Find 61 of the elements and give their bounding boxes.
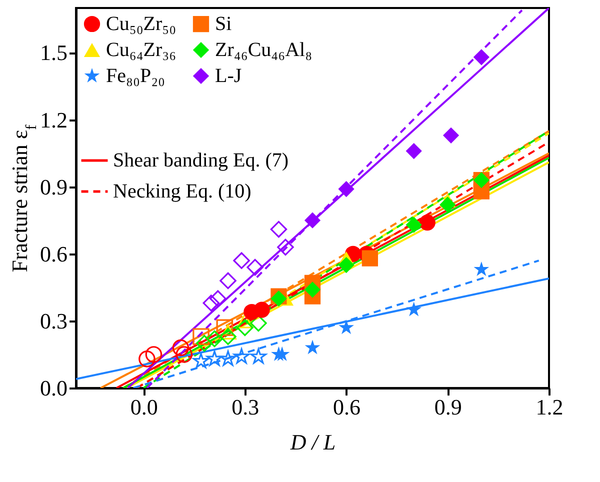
legend-label: Zr₄₆Cu₄₆Al₈ [215, 39, 312, 61]
x-tick-label: 0.6 [333, 394, 361, 420]
point [473, 49, 490, 66]
point [440, 196, 456, 213]
legend-label: Fe₈₀P₂₀ [106, 65, 166, 87]
point [220, 328, 236, 345]
point [210, 290, 226, 307]
point [192, 328, 210, 345]
x-tick-label: 0.0 [130, 394, 158, 420]
legend-label: Cu₅₀Zr₅₀ [106, 13, 176, 35]
point [338, 180, 354, 198]
point [234, 348, 250, 364]
legend-label: Shear banding Eq. (7) [113, 150, 289, 172]
legend-label: L-J [215, 65, 242, 87]
point [304, 340, 320, 354]
point [145, 346, 162, 363]
point [277, 238, 294, 256]
point [362, 250, 378, 266]
point [406, 302, 422, 316]
legend-label: Necking Eq. (10) [113, 180, 252, 202]
point [246, 258, 264, 276]
y-tick-label: 0.6 [40, 241, 68, 266]
point [270, 220, 288, 238]
point [254, 302, 270, 318]
x-tick-label: 0.9 [434, 394, 462, 420]
point [474, 261, 490, 276]
y-tick-label: 1.2 [40, 107, 68, 132]
point [406, 216, 422, 233]
x-tick-label: 1.2 [536, 394, 564, 420]
point [202, 294, 220, 312]
point [192, 352, 210, 368]
point [216, 319, 234, 336]
point [206, 350, 223, 366]
y-tick-label: 0.0 [40, 376, 68, 400]
point [338, 256, 354, 274]
point [138, 350, 156, 368]
point [233, 252, 250, 269]
point [419, 214, 436, 231]
point [406, 142, 422, 160]
point [304, 212, 321, 228]
point [172, 339, 190, 356]
y-tick-label: 0.9 [40, 174, 68, 200]
point [236, 314, 254, 328]
x-tick-label: 0.3 [232, 394, 260, 420]
point [196, 334, 213, 352]
point [338, 320, 354, 334]
legend-label: Cu₆₄Zr₃₆ [106, 39, 176, 61]
y-tick-label: 0.3 [40, 308, 68, 334]
point [220, 324, 236, 340]
legend-label: Si [215, 13, 232, 35]
point [236, 319, 254, 336]
point [176, 346, 192, 363]
point [250, 314, 267, 332]
y-tick-label: 1.5 [40, 40, 68, 66]
point [206, 330, 223, 348]
point [220, 350, 236, 366]
x-axis-title: D / L [289, 430, 336, 454]
point [220, 272, 236, 290]
point [304, 282, 321, 298]
point [250, 348, 266, 364]
point [442, 127, 460, 144]
